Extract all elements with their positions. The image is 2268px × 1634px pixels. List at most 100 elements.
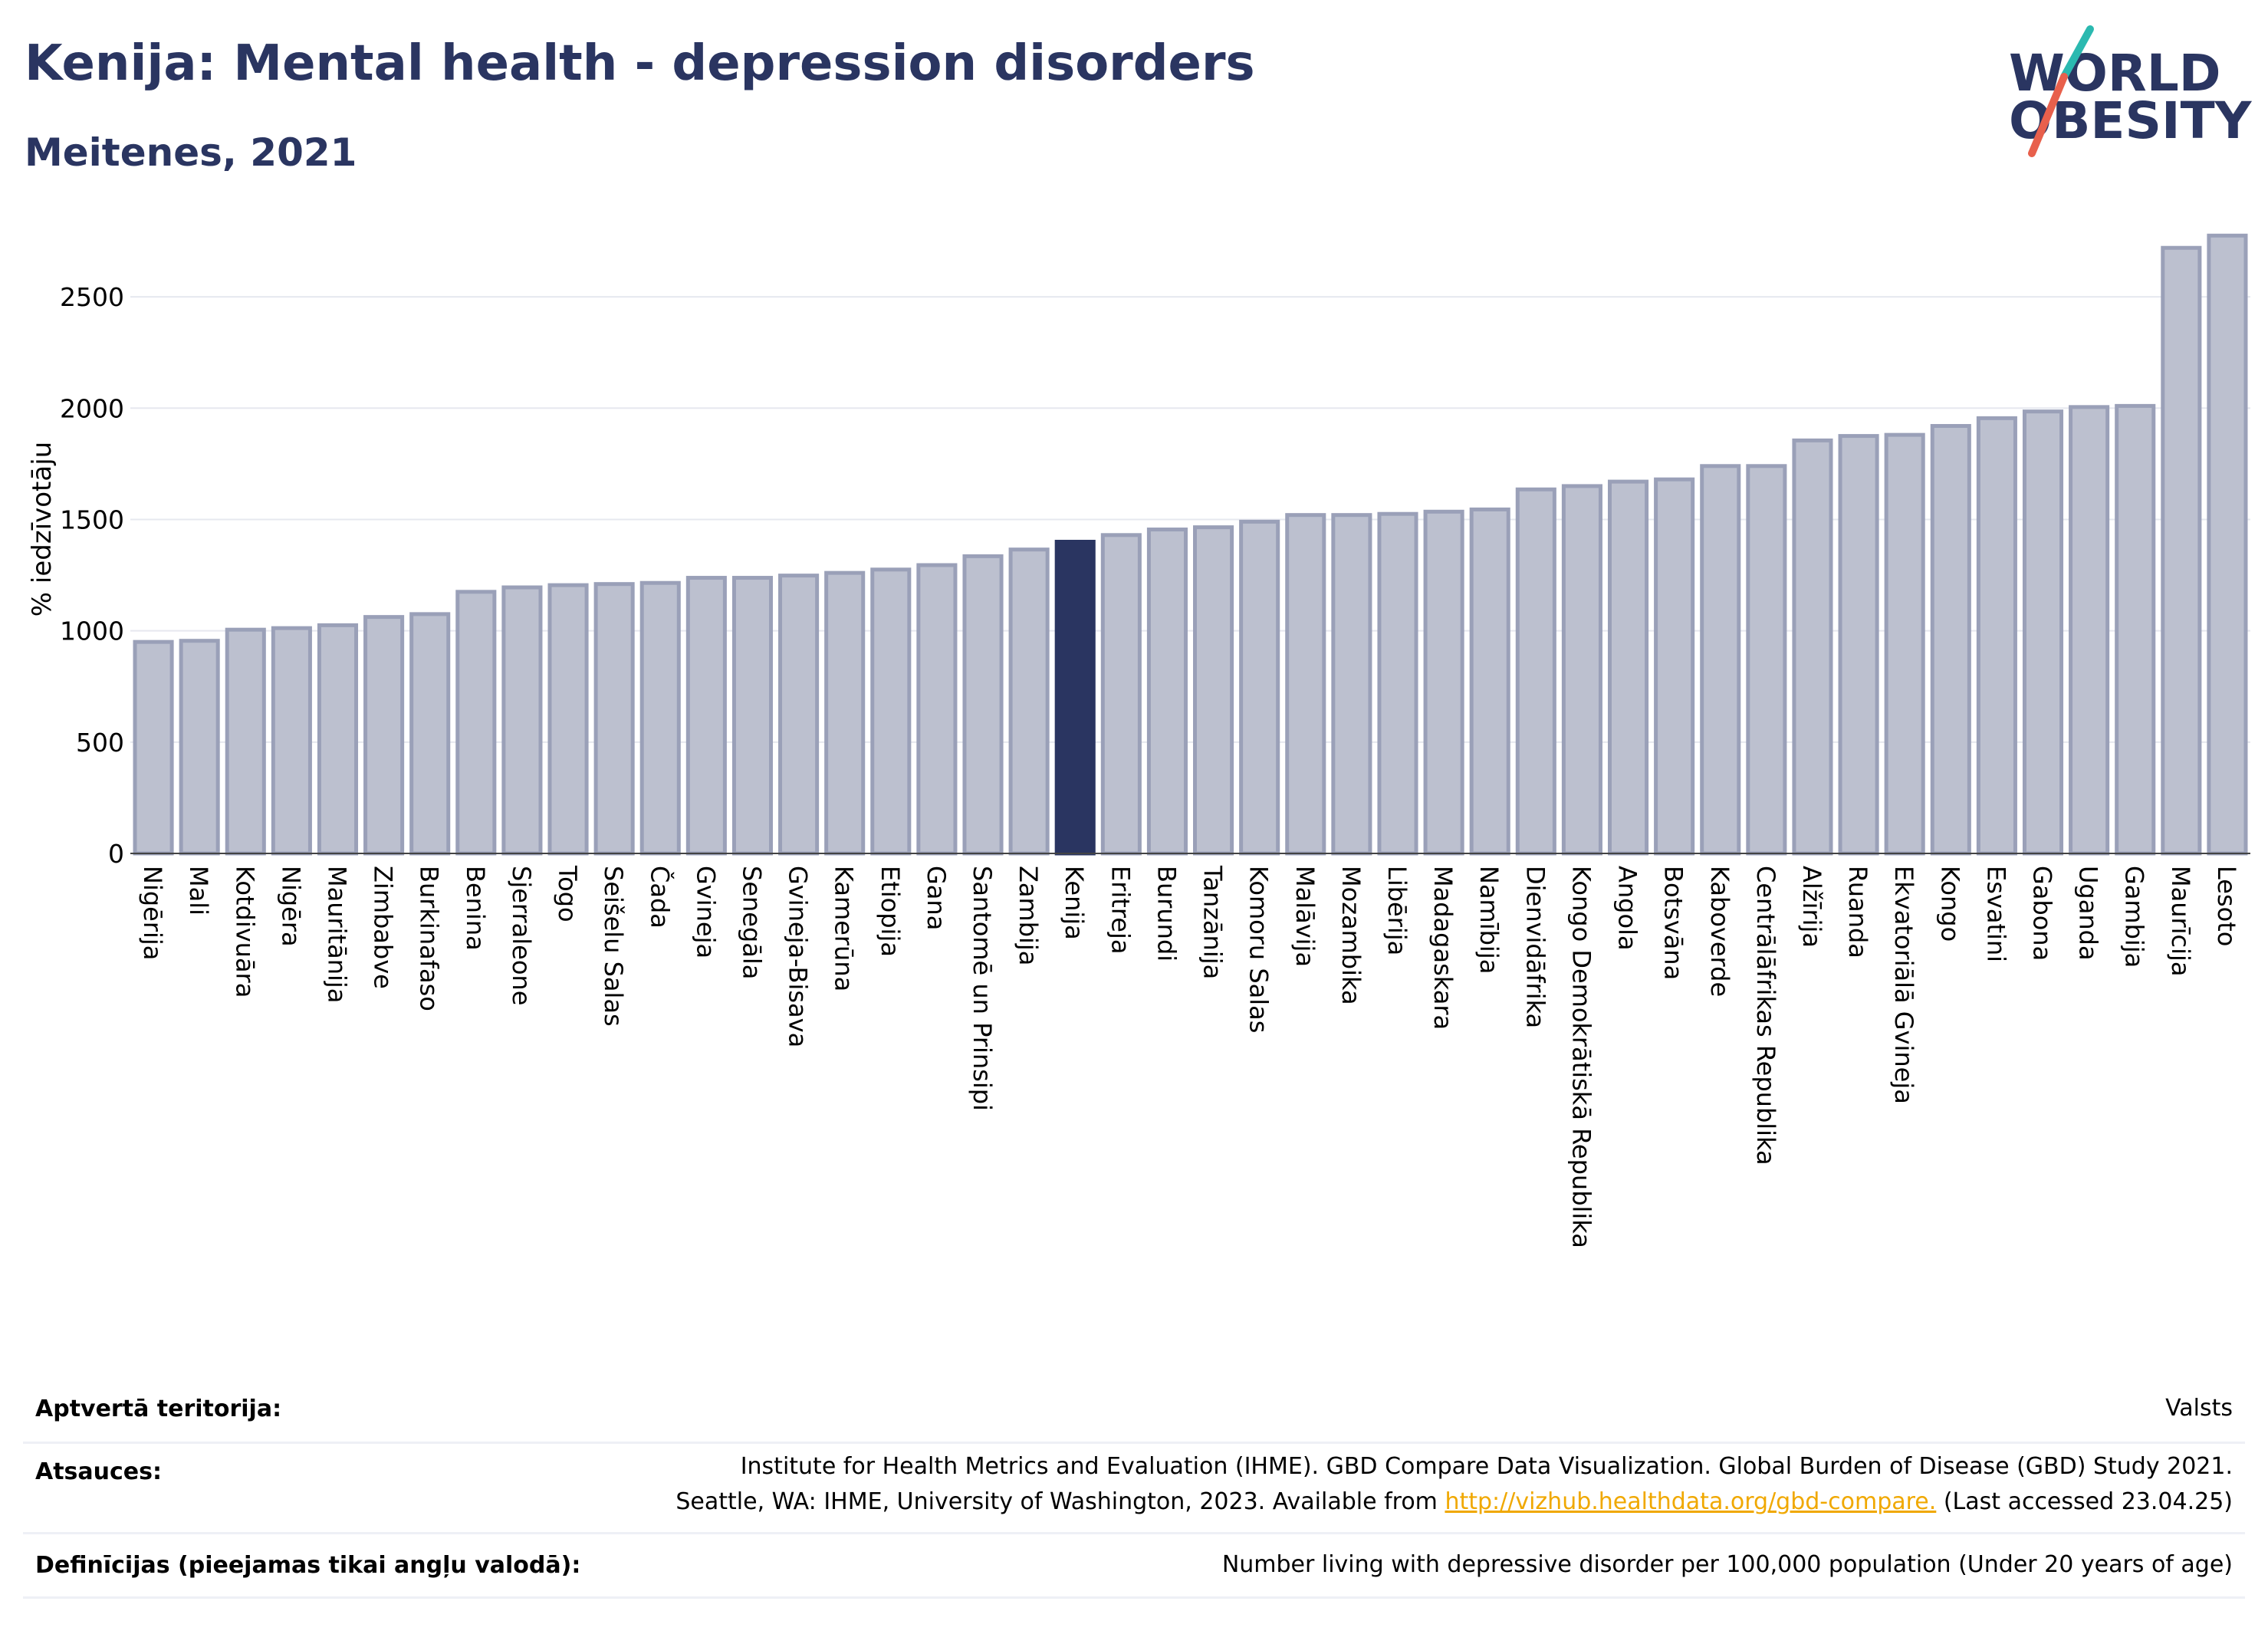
y-tick-label: 2500	[60, 282, 124, 312]
bar-gambija	[2115, 403, 2156, 856]
bar-seišelu-salas	[593, 582, 635, 856]
x-tick-label: Malāvija	[1290, 866, 1320, 967]
x-tick-label: Eritreja	[1106, 866, 1135, 954]
bar-maurīcija	[2161, 245, 2202, 856]
x-tick-label: Ekvatoriālā Gvineja	[1889, 866, 1918, 1104]
bar-zimbabve	[363, 615, 405, 856]
bar-mali	[179, 639, 220, 856]
bar-gvineja	[685, 576, 727, 856]
x-tick-label: Seišelu Salas	[599, 866, 628, 1027]
bar-mauritānija	[317, 623, 359, 856]
y-tick-label: 1500	[60, 505, 124, 534]
meta-value: Number living with depressive disorder p…	[1221, 1551, 2233, 1578]
bar-togo	[547, 583, 589, 856]
x-tick-label: Dienvidāfrika	[1520, 866, 1550, 1028]
x-tick-label: Tanzānija	[1198, 865, 1228, 979]
x-tick-label: Etiopija	[876, 866, 905, 957]
meta-key: Atsauces:	[35, 1458, 162, 1485]
bar-botsvāna	[1654, 477, 1695, 856]
y-tick-label: 1000	[60, 616, 124, 646]
logo-slash-bottom	[2028, 73, 2068, 157]
bars	[130, 233, 2250, 856]
bar-centrālāfrikas-republika	[1746, 464, 1787, 856]
x-tick-label: Kongo Demokrātiskā Republika	[1566, 866, 1596, 1248]
bar-zambija	[1008, 547, 1050, 856]
bar-gabona	[2022, 409, 2064, 856]
bar-etiopija	[870, 567, 912, 856]
x-tick-label: Gana	[922, 866, 951, 930]
x-tick-label: Benina	[461, 866, 490, 951]
chart-subtitle: Meitenes, 2021	[25, 130, 357, 175]
x-tick-label: Centrālāfrikas Republika	[1751, 866, 1780, 1165]
x-tick-label: Kongo	[1935, 866, 1964, 942]
y-axis-label: % iedzīvotāju	[27, 442, 58, 616]
bar-burundi	[1146, 528, 1188, 856]
bar-komoru-salas	[1239, 519, 1280, 856]
bar-santomē-un-prinsipi	[962, 554, 1004, 856]
meta-value: Institute for Health Metrics and Evaluat…	[675, 1449, 2233, 1520]
meta-key: Definīcijas (pieejamas tikai angļu valod…	[35, 1552, 581, 1579]
x-tick-label: Alžīrija	[1797, 866, 1826, 948]
bar-mozambika	[1331, 513, 1372, 856]
x-tick-label: Maurīcija	[2166, 866, 2195, 977]
bar-uganda	[2069, 405, 2110, 856]
chart-title: Kenija: Mental health - depression disor…	[25, 35, 1255, 92]
y-tick-labels: 0 500 1000 1500 2000 2500	[60, 282, 124, 869]
x-tick-label: Madagaskara	[1428, 866, 1458, 1030]
bar-gana	[916, 563, 958, 856]
x-tick-label: Kenija	[1060, 866, 1089, 940]
meta-row-territory: Aptvertā teritorija: Valsts	[23, 1377, 2245, 1444]
bar-kotdivuāra	[225, 627, 266, 856]
y-tick-label: 0	[108, 839, 124, 869]
x-tick-label: Mali	[184, 866, 213, 916]
x-tick-label: Gambija	[2120, 866, 2149, 968]
meta-row-sources: Atsauces: Institute for Health Metrics a…	[23, 1442, 2245, 1534]
bar-madagaskara	[1423, 509, 1464, 856]
source-link[interactable]: http://vizhub.healthdata.org/gbd-compare…	[1445, 1488, 1937, 1515]
bar-chart: 0 500 1000 1500 2000 2500 Nigērija Mali Kotdivu…	[27, 233, 2250, 1248]
x-tick-label: Esvatini	[1981, 866, 2010, 962]
x-tick-label: Namībija	[1474, 866, 1504, 974]
bar-burkinafaso	[409, 612, 451, 856]
x-tick-label: Angola	[1613, 866, 1642, 951]
x-tick-label: Nigēra	[276, 866, 305, 947]
x-tick-label: Gvineja	[691, 866, 720, 958]
x-tick-label: Kotdivuāra	[230, 866, 259, 998]
x-tick-label: Kamerūna	[830, 866, 859, 991]
x-tick-label: Čada	[645, 866, 675, 929]
bar-ekvatoriālā-gvineja	[1884, 432, 1925, 856]
x-tick-label: Libērija	[1382, 866, 1412, 955]
y-tick-label: 2000	[60, 393, 124, 423]
bar-esvatini	[1976, 416, 2017, 856]
y-tick-label: 500	[76, 728, 124, 758]
x-tick-label: Santomē un Prinsipi	[968, 866, 997, 1111]
x-tick-label: Mauritānija	[322, 866, 351, 1003]
bar-kaboverde	[1700, 464, 1741, 856]
bar-kamerūna	[824, 570, 866, 856]
bar-namībija	[1469, 507, 1510, 856]
bar-libērija	[1377, 511, 1418, 856]
source-line1: Institute for Health Metrics and Evaluat…	[740, 1453, 2233, 1480]
bar-gvineja-bisava	[778, 574, 820, 856]
source-line2: Seattle, WA: IHME, University of Washing…	[675, 1484, 2233, 1520]
meta-row-definitions: Definīcijas (pieejamas tikai angļu valod…	[23, 1532, 2245, 1599]
bar-ruanda	[1838, 434, 1879, 856]
bar-angola	[1607, 479, 1649, 856]
bar-nigērija	[133, 639, 174, 856]
bar-eritreja	[1100, 533, 1142, 856]
x-tick-label: Mozambika	[1336, 866, 1366, 1005]
x-tick-label: Gabona	[2028, 866, 2057, 961]
meta-value: Valsts	[2165, 1395, 2233, 1422]
bar-senegāla	[731, 576, 774, 856]
bar-lesoto	[2207, 233, 2248, 856]
bar-benina	[455, 590, 497, 856]
x-tick-label: Lesoto	[2212, 866, 2241, 946]
x-tick-label: Senegāla	[737, 866, 766, 979]
bar-kongo-demokrātiskā-republika	[1561, 484, 1602, 856]
source-line2-suffix: (Last accessed 23.04.25)	[1936, 1488, 2233, 1515]
bar-kongo	[1930, 424, 1971, 856]
x-tick-label: Zimbabve	[369, 866, 398, 989]
x-tick-label: Botsvāna	[1659, 866, 1688, 980]
x-tick-label: Burkinafaso	[415, 866, 444, 1011]
x-tick-label: Burundi	[1152, 866, 1181, 962]
